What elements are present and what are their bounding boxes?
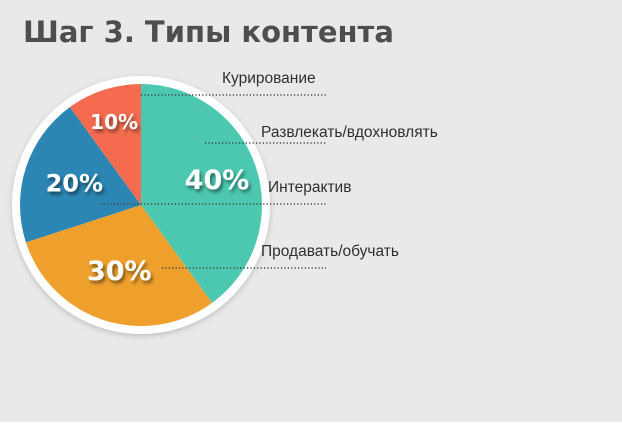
slice-percent-label: 10% <box>90 110 138 134</box>
pie-slices <box>19 84 262 326</box>
legend-label: Интерактив <box>268 179 351 196</box>
legend-labels: Развлекать/вдохновлять Продавать/обучать И… <box>222 70 438 260</box>
legend-label: Продавать/обучать <box>261 243 399 260</box>
pie-slice <box>25 205 213 326</box>
pie-slice <box>141 84 262 303</box>
legend-leader-lines <box>100 94 326 269</box>
slide-title: Шаг 3. Типы контента <box>23 15 394 49</box>
pie-slice <box>19 107 142 243</box>
slice-percent-label: 20% <box>46 169 103 197</box>
legend-label: Развлекать/вдохновлять <box>261 124 438 141</box>
pie-percent-labels: 40% 30% 20% 10% <box>46 110 250 287</box>
slice-percent-label: 40% <box>185 165 250 196</box>
pie-slice <box>69 84 141 205</box>
legend-label: Курирование <box>222 70 316 87</box>
slice-percent-label: 30% <box>87 256 152 287</box>
